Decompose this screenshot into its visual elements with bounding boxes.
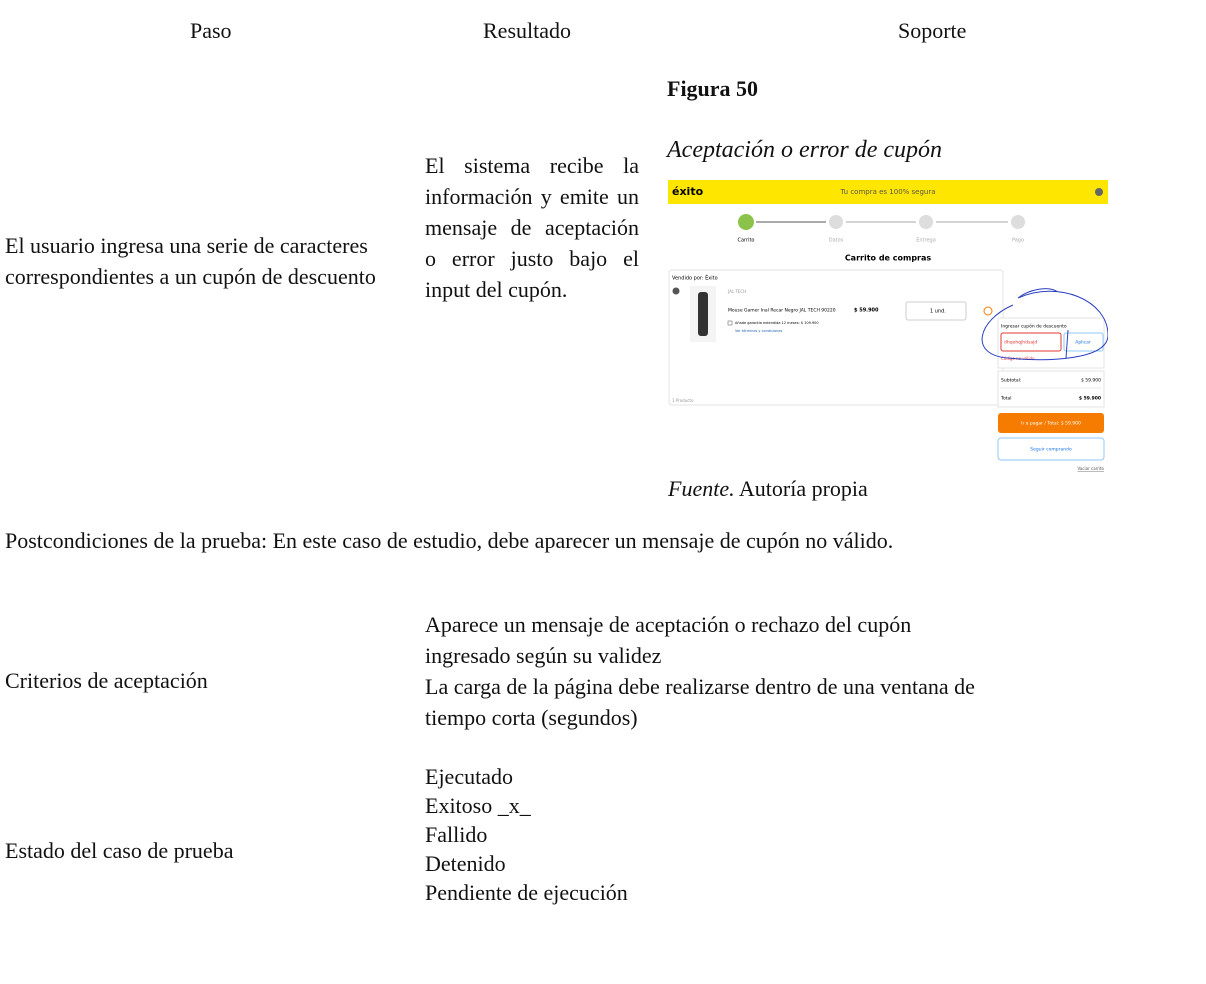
- screenshot: éxito Tu compra es 100% segura Carrito D…: [668, 180, 1108, 475]
- cart-heading: Carrito de compras: [845, 254, 932, 263]
- status-item: Exitoso _x_: [425, 793, 531, 818]
- postconditions: Postcondiciones de la prueba: En este ca…: [5, 528, 894, 553]
- status-item: Ejecutado: [425, 764, 513, 789]
- step-label: Pago: [1012, 238, 1024, 244]
- criteria-label: Criterios de aceptación: [5, 668, 208, 693]
- column-header: Soporte: [898, 18, 967, 43]
- criteria-item: La carga de la página debe realizarse de…: [425, 674, 975, 730]
- seller: Vendido por: Éxito: [672, 274, 718, 282]
- criteria-item: Aparece un mensaje de aceptación o recha…: [425, 612, 912, 668]
- price: $ 59.900: [854, 308, 879, 314]
- status-item: Fallido: [425, 822, 488, 847]
- coupon-input[interactable]: dhqohqjhdsajd: [1004, 340, 1037, 346]
- apply-button[interactable]: Aplicar: [1075, 340, 1091, 346]
- quantity: 1 und.: [930, 309, 946, 315]
- product-count: 1 Producto: [672, 398, 694, 403]
- total-label: Total: [1000, 396, 1012, 402]
- empty-cart[interactable]: Vaciar carrito: [1077, 466, 1104, 471]
- banner: Tu compra es 100% segura: [839, 188, 935, 196]
- terms: Ver términos y condiciones: [735, 329, 782, 333]
- product: Mouse Gamer Inal Recar Negro JAL TECH 90…: [728, 308, 836, 314]
- coupon-label: Ingresar cupón de descuento: [1001, 323, 1067, 330]
- figure-source: Fuente. Autoría propia: [668, 476, 868, 502]
- pay-button[interactable]: Ir a pagar / Total: $ 59.900: [1021, 421, 1081, 427]
- status-list: Ejecutado Exitoso _x_ Fallido Detenido P…: [425, 762, 628, 907]
- result-text: El sistema recibe la información y emite…: [425, 153, 639, 302]
- step-label: Datos: [829, 238, 844, 244]
- annotation-circle: [981, 288, 1108, 361]
- column-header: Paso: [190, 18, 232, 43]
- step-label: Entrega: [916, 238, 936, 244]
- figure-caption: Aceptación o error de cupón: [667, 137, 943, 163]
- status-item: Detenido: [425, 851, 506, 876]
- subtotal-label: Subtotal:: [1001, 378, 1021, 384]
- total: $ 59.900: [1079, 396, 1101, 402]
- status-label: Estado del caso de prueba: [5, 838, 234, 863]
- source-label: Fuente.: [668, 476, 735, 501]
- step-label: Carrito: [738, 238, 755, 244]
- source-text: Autoría propia: [738, 476, 868, 501]
- continue-button[interactable]: Seguir comprando: [1030, 447, 1072, 453]
- warranty: Añade garantía extendida 12 meses: $ 109…: [735, 321, 819, 325]
- column-header: Resultado: [483, 18, 571, 43]
- top-bar: [668, 180, 1108, 204]
- figure-label: Figura 50: [667, 76, 759, 101]
- logo: éxito: [672, 185, 704, 198]
- brand: JAL TECH: [727, 289, 746, 294]
- subtotal: $ 59.900: [1081, 378, 1101, 384]
- status-item: Pendiente de ejecución: [425, 880, 628, 905]
- step-text: El usuario ingresa una serie de caracter…: [5, 233, 376, 289]
- criteria-list: Aparece un mensaje de aceptación o recha…: [425, 609, 985, 733]
